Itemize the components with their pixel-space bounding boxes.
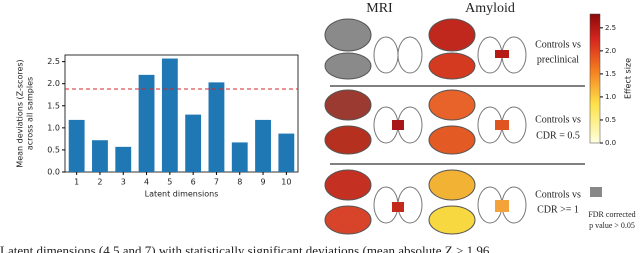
column-title: MRI [366, 1, 393, 16]
row-label: preclinical [537, 54, 579, 65]
row-label: Controls vs [535, 39, 581, 50]
x-tick-label: 4 [144, 178, 149, 187]
bar [185, 114, 202, 172]
y-axis-label: across all samples [26, 77, 35, 150]
row-label: CDR = 0.5 [536, 130, 580, 141]
x-tick-label: 10 [281, 178, 291, 187]
y-tick-label: 2.0 [47, 79, 60, 88]
colorbar-tick-label: 2.0 [605, 47, 616, 55]
bar [255, 119, 271, 172]
colorbar-tick-label: 0.5 [605, 116, 616, 124]
legend-label: p value > 0.05 [589, 221, 635, 230]
y-tick-label: 0.0 [47, 168, 60, 177]
y-tick-label: 1.5 [47, 101, 60, 110]
row-label: CDR >= 1 [537, 204, 579, 215]
bar [208, 82, 225, 172]
plot-frame [64, 54, 299, 173]
bar [161, 58, 178, 172]
x-tick-label: 7 [214, 178, 219, 187]
bar [68, 119, 85, 172]
colorbar-tick-label: 2.5 [605, 24, 616, 32]
bar [278, 133, 295, 172]
y-tick-label: 1.0 [47, 123, 60, 132]
colorbar [589, 13, 601, 144]
bar [138, 74, 155, 172]
x-tick-label: 9 [261, 178, 266, 187]
brains [324, 18, 602, 235]
colorbar-label: Effect size [624, 58, 633, 99]
colorbar-tick-label: 0.0 [605, 139, 616, 147]
colorbar-tick-label: 1.0 [605, 93, 616, 101]
row-label: Controls vs [535, 114, 581, 125]
x-tick-label: 1 [74, 178, 79, 187]
colorbar-tick-label: 1.5 [605, 70, 616, 78]
row-label: Controls vs [535, 189, 581, 200]
x-tick-label: 2 [97, 178, 102, 187]
legend-label: FDR corrected [588, 210, 635, 219]
x-tick-label: 8 [237, 178, 242, 187]
bar [92, 140, 108, 172]
y-axis-label: Mean deviations (Z-scores) [16, 59, 25, 167]
x-tick-label: 6 [191, 178, 196, 187]
y-tick-label: 0.5 [47, 145, 60, 154]
x-tick-label: 5 [167, 178, 172, 187]
legend-swatch [590, 187, 602, 197]
bar [115, 146, 132, 172]
bar [231, 142, 248, 172]
y-tick-label: 2.5 [47, 57, 60, 66]
column-title: Amyloid [465, 1, 515, 16]
caption: Latent dimensions (4,5 and 7) with stati… [0, 243, 490, 253]
x-tick-label: 3 [121, 178, 126, 187]
x-axis-label: Latent dimensions [145, 190, 219, 199]
